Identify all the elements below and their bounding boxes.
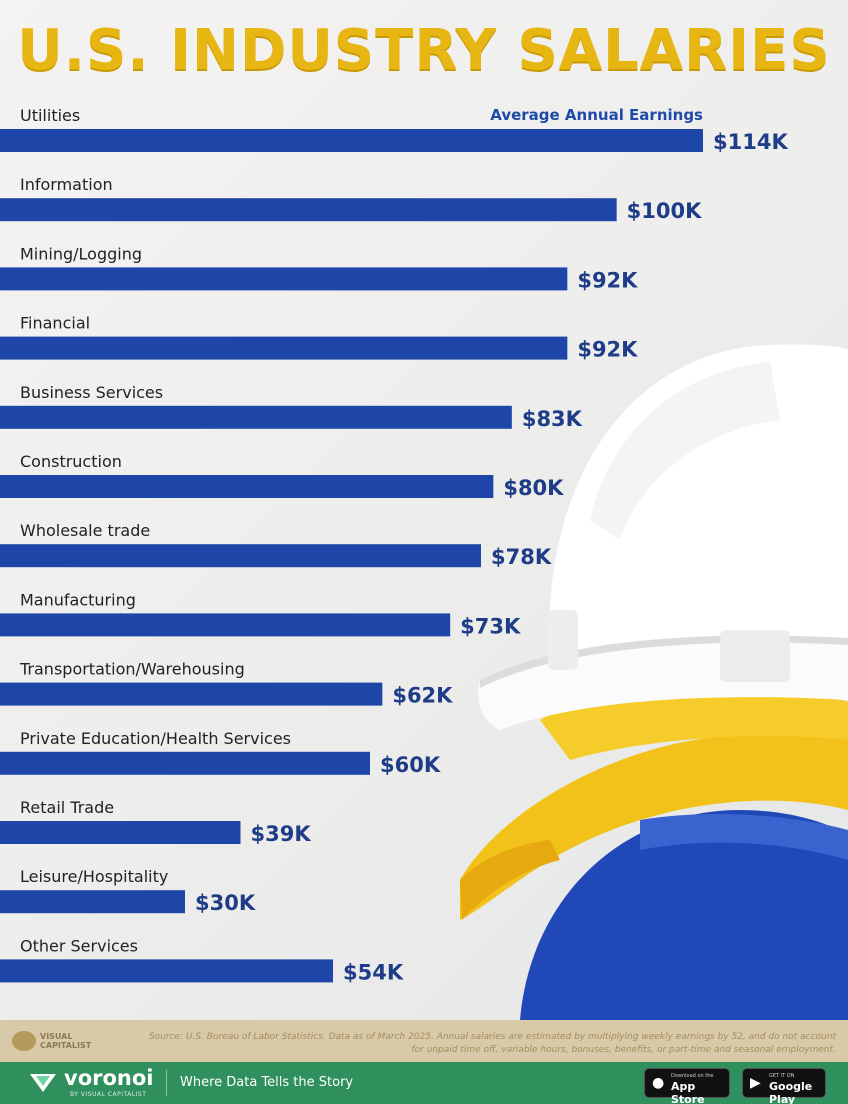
chart-title: U.S. INDUSTRY SALARIES	[17, 18, 831, 83]
google-play-button[interactable]: ▶ GET IT ON Google Play	[742, 1068, 826, 1104]
value-label: $100K	[627, 199, 702, 223]
google-play-small-label: GET IT ON	[769, 1073, 795, 1079]
category-label: Mining/Logging	[20, 244, 142, 263]
bar	[0, 821, 241, 844]
category-label: Transportation/Warehousing	[19, 660, 245, 679]
footer-divider	[166, 1070, 167, 1096]
category-label: Manufacturing	[20, 590, 136, 609]
value-label: $60K	[380, 753, 441, 777]
value-label: $73K	[460, 614, 521, 638]
value-label: $80K	[503, 476, 564, 500]
value-label: $39K	[251, 822, 312, 846]
app-store-small-label: Download on the	[671, 1073, 714, 1079]
category-label: Business Services	[20, 383, 163, 402]
value-label: $83K	[522, 407, 583, 431]
category-label: Utilities	[20, 106, 80, 125]
voronoi-subtitle: BY VISUAL CAPITALIST	[70, 1091, 147, 1098]
voronoi-wordmark: voronoi	[64, 1066, 154, 1090]
bar	[0, 959, 333, 983]
bar	[0, 267, 568, 291]
source-note: Source: U.S. Bureau of Labor Statistics.…	[148, 1032, 836, 1055]
value-label: $78K	[491, 545, 552, 569]
apple-icon: ●	[652, 1075, 665, 1091]
bar	[0, 751, 370, 775]
bar	[0, 544, 481, 568]
bar-chart: Utilities $114K Information $100K Mining/Log…	[0, 106, 788, 984]
value-label: $92K	[577, 268, 638, 292]
app-store-button[interactable]: ● Download on the App Store	[644, 1068, 730, 1104]
bar	[0, 613, 451, 637]
bar	[0, 475, 494, 498]
visual-capitalist-wordmark: VISUAL CAPITALIST	[40, 1032, 92, 1050]
category-label: Retail Trade	[20, 798, 114, 817]
value-label: $92K	[577, 338, 638, 362]
category-label: Information	[20, 175, 113, 194]
value-label: $62K	[392, 684, 453, 708]
bar	[0, 682, 383, 706]
bar	[0, 405, 512, 429]
google-play-label: Google Play	[769, 1080, 813, 1104]
category-label: Financial	[20, 314, 90, 333]
tagline: Where Data Tells the Story	[180, 1075, 354, 1090]
category-label: Other Services	[20, 936, 138, 955]
bar	[0, 336, 568, 360]
bar	[0, 129, 703, 152]
hard-hats-illustration	[460, 344, 848, 1020]
source-bar	[0, 1020, 848, 1062]
category-label: Wholesale trade	[20, 521, 150, 540]
visual-capitalist-logo-icon	[12, 1031, 36, 1051]
value-label: $114K	[713, 130, 788, 154]
voronoi-logo-icon	[30, 1074, 56, 1092]
value-label: $54K	[343, 960, 404, 984]
bar	[0, 890, 185, 914]
value-label: $30K	[195, 891, 256, 915]
category-label: Leisure/Hospitality	[20, 867, 168, 886]
play-icon: ▶	[750, 1075, 761, 1091]
category-label: Construction	[20, 452, 122, 471]
series-note: Average Annual Earnings	[490, 106, 703, 124]
category-label: Private Education/Health Services	[20, 729, 291, 748]
app-store-label: App Store	[671, 1080, 705, 1104]
bar	[0, 198, 617, 222]
